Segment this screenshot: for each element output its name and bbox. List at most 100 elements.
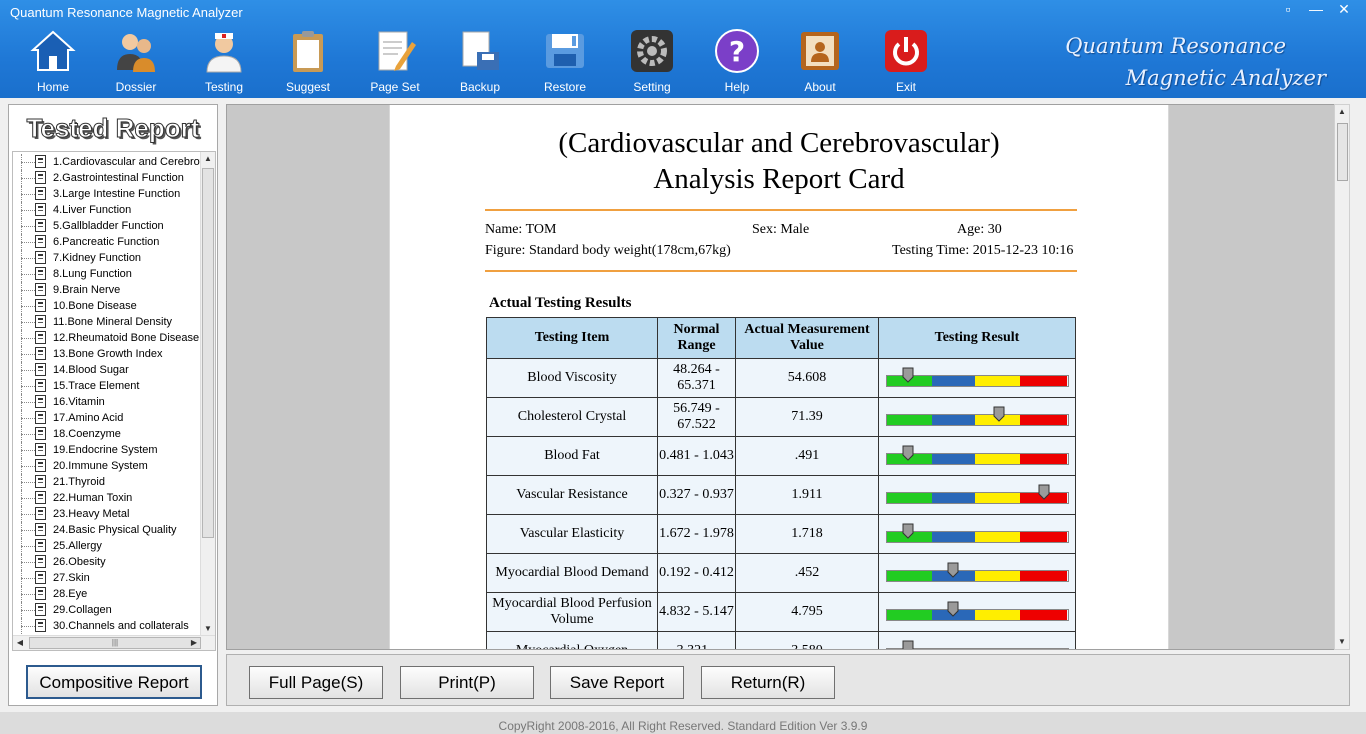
save-report-button[interactable]: Save Report — [550, 666, 684, 699]
report-tree-item[interactable]: 26.Obesity — [13, 554, 201, 570]
report-tree-item[interactable]: 1.Cardiovascular and Cerebrov — [13, 154, 201, 170]
report-tree-item[interactable]: 10.Bone Disease — [13, 298, 201, 314]
toolbar-backup-button[interactable]: Backup — [440, 26, 520, 96]
testing-result-cell — [878, 553, 1076, 593]
window-controls: ▫ — ✕ — [1274, 0, 1358, 20]
report-tree-item[interactable]: 8.Lung Function — [13, 266, 201, 282]
report-tree-item[interactable]: 14.Blood Sugar — [13, 362, 201, 378]
report-tree-item[interactable]: 20.Immune System — [13, 458, 201, 474]
report-tree-item-label: 15.Trace Element — [53, 380, 140, 392]
toolbar-about-button[interactable]: About — [780, 26, 860, 96]
scroll-thumb[interactable] — [1337, 123, 1348, 181]
tree-line — [21, 242, 35, 243]
report-tree-item[interactable]: 12.Rheumatoid Bone Disease — [13, 330, 201, 346]
report-tree-item[interactable]: 2.Gastrointestinal Function — [13, 170, 201, 186]
report-tree-item[interactable]: 22.Human Toxin — [13, 490, 201, 506]
scroll-left-icon[interactable]: ◀ — [16, 638, 24, 647]
meter-pointer-icon — [902, 445, 914, 461]
report-tree-item[interactable]: 16.Vitamin — [13, 394, 201, 410]
report-tree-item[interactable]: 19.Endocrine System — [13, 442, 201, 458]
document-icon — [35, 299, 46, 312]
meter-severe-segment — [1020, 415, 1068, 425]
document-icon — [35, 347, 46, 360]
scroll-down-icon[interactable]: ▼ — [204, 624, 212, 633]
report-tree-item-label: 30.Channels and collaterals — [53, 620, 189, 632]
scroll-thumb[interactable] — [202, 168, 214, 538]
report-tree-item[interactable]: 27.Skin — [13, 570, 201, 586]
document-icon — [35, 171, 46, 184]
report-tree-item[interactable]: 15.Trace Element — [13, 378, 201, 394]
testing-item-cell: Vascular Elasticity — [486, 514, 658, 554]
toolbar-suggest-button[interactable]: Suggest — [268, 26, 348, 96]
report-tree-item[interactable]: 11.Bone Mineral Density — [13, 314, 201, 330]
toolbar-page-set-button[interactable]: Page Set — [355, 26, 435, 96]
normal-range-cell: 3.321 - — [657, 631, 736, 649]
tree-vertical-scrollbar[interactable]: ▲ ▼ — [200, 152, 215, 636]
compositive-report-button[interactable]: Compositive Report — [26, 665, 202, 699]
result-meter — [885, 445, 1069, 465]
report-tree-item-label: 26.Obesity — [53, 556, 106, 568]
report-tree-item[interactable]: 4.Liver Function — [13, 202, 201, 218]
report-tree-item[interactable]: 24.Basic Physical Quality — [13, 522, 201, 538]
restore-window-icon[interactable]: ▫ — [1285, 1, 1291, 17]
meter-normal-segment — [887, 649, 932, 650]
toolbar-label: Backup — [459, 80, 501, 94]
meter-moderate-segment — [975, 571, 1021, 581]
results-table: Testing Item Normal Range Actual Measure… — [486, 317, 1076, 650]
toolbar-exit-button[interactable]: Exit — [866, 26, 946, 96]
report-tree-item[interactable]: 28.Eye — [13, 586, 201, 602]
report-tree-item-label: 18.Coenzyme — [53, 428, 121, 440]
scroll-right-icon[interactable]: ▶ — [190, 638, 198, 647]
measurement-value-cell: .452 — [735, 553, 879, 593]
toolbar-testing-button[interactable]: Testing — [184, 26, 264, 96]
close-window-icon[interactable]: ✕ — [1338, 1, 1350, 17]
toolbar-home-button[interactable]: Home — [13, 26, 93, 96]
report-tree-item[interactable]: 6.Pancreatic Function — [13, 234, 201, 250]
report-tree-item[interactable]: 17.Amino Acid — [13, 410, 201, 426]
scroll-up-icon[interactable]: ▲ — [204, 154, 212, 163]
report-tree-item[interactable]: 30.Channels and collaterals — [13, 618, 201, 634]
document-icon — [35, 331, 46, 344]
toolbar-help-button[interactable]: ? Help — [697, 26, 777, 96]
scroll-down-icon[interactable]: ▼ — [1338, 637, 1346, 646]
report-vertical-scrollbar[interactable]: ▲ ▼ — [1334, 104, 1350, 650]
toolbar-dossier-button[interactable]: Dossier — [96, 26, 176, 96]
toolbar-restore-button[interactable]: Restore — [525, 26, 605, 96]
scroll-up-icon[interactable]: ▲ — [1338, 107, 1346, 116]
meter-severe-segment — [1020, 610, 1068, 620]
report-tree-item[interactable]: 3.Large Intestine Function — [13, 186, 201, 202]
minimize-window-icon[interactable]: — — [1309, 1, 1323, 17]
report-tree-item[interactable]: 23.Heavy Metal — [13, 506, 201, 522]
full-page-button[interactable]: Full Page(S) — [249, 666, 383, 699]
tree-horizontal-scrollbar[interactable]: ◀ ||| ▶ — [13, 635, 215, 650]
measurement-value-cell: 1.911 — [735, 475, 879, 515]
report-tree-item[interactable]: 25.Allergy — [13, 538, 201, 554]
document-icon — [35, 411, 46, 424]
report-title: (Cardiovascular and Cerebrovascular) Ana… — [390, 125, 1168, 197]
document-icon — [35, 507, 46, 520]
tree-line — [21, 626, 35, 627]
result-meter — [885, 562, 1069, 582]
report-tree-item[interactable]: 29.Collagen — [13, 602, 201, 618]
print-button[interactable]: Print(P) — [400, 666, 534, 699]
return-button[interactable]: Return(R) — [701, 666, 835, 699]
scroll-thumb[interactable]: ||| — [29, 637, 201, 649]
report-tree-item[interactable]: 5.Gallbladder Function — [13, 218, 201, 234]
measurement-value-cell: 1.718 — [735, 514, 879, 554]
power-icon — [883, 28, 929, 74]
report-tree-item[interactable]: 21.Thyroid — [13, 474, 201, 490]
report-action-bar: Full Page(S) Print(P) Save Report Return… — [226, 654, 1350, 706]
report-tree-item[interactable]: 7.Kidney Function — [13, 250, 201, 266]
tree-line — [21, 162, 35, 163]
title-toolbar-area: Quantum Resonance Magnetic Analyzer ▫ — … — [0, 0, 1366, 98]
tree-line — [21, 434, 35, 435]
document-icon — [35, 155, 46, 168]
tree-line — [21, 498, 35, 499]
restore-icon — [542, 28, 588, 74]
report-tree-item[interactable]: 18.Coenzyme — [13, 426, 201, 442]
report-tree-item[interactable]: 13.Bone Growth Index — [13, 346, 201, 362]
toolbar-label: Home — [36, 80, 69, 94]
toolbar-setting-button[interactable]: Setting — [612, 26, 692, 96]
report-tree-item[interactable]: 9.Brain Nerve — [13, 282, 201, 298]
testing-item-cell: Vascular Resistance — [486, 475, 658, 515]
